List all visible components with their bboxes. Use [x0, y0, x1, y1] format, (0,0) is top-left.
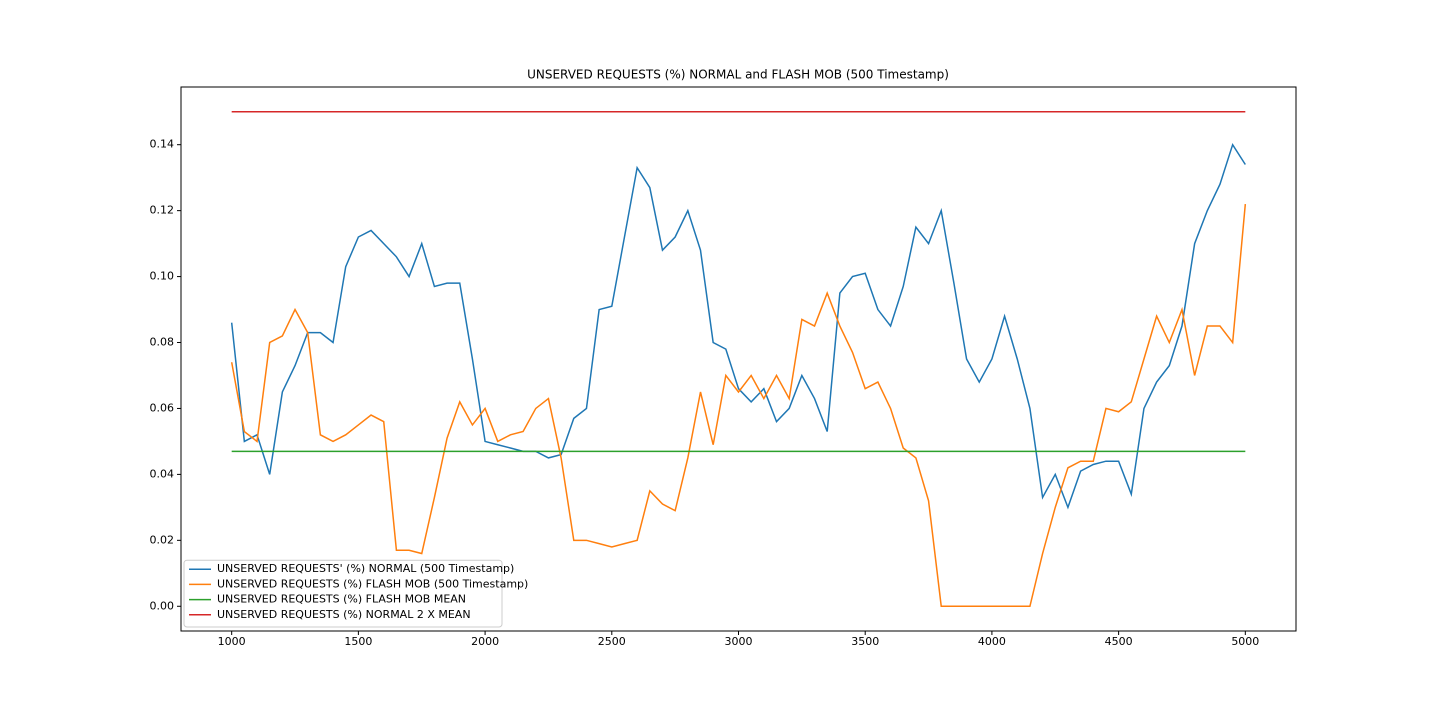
y-tick-label: 0.12 — [150, 204, 175, 217]
x-tick-label: 2000 — [471, 635, 499, 648]
data-line — [230, 203, 1247, 608]
data-line — [230, 142, 1246, 510]
plot-frame — [180, 86, 1297, 632]
legend-label: UNSERVED REQUESTS (%) FLASH MOB MEAN — [217, 593, 466, 606]
legend-label: UNSERVED REQUESTS' (%) NORMAL (500 Times… — [217, 562, 514, 575]
chart-title: UNSERVED REQUESTS (%) NORMAL and FLASH M… — [527, 68, 949, 82]
y-tick-label: 0.10 — [150, 270, 175, 283]
y-tick-label: 0.04 — [150, 467, 175, 480]
x-tick-label: 5000 — [1231, 635, 1259, 648]
x-tick-label: 4000 — [978, 635, 1006, 648]
x-tick-label: 1500 — [344, 635, 372, 648]
legend-box — [183, 559, 503, 628]
y-tick-label: 0.02 — [150, 533, 175, 546]
y-tick-label: 0.08 — [150, 336, 175, 349]
x-tick-label: 2500 — [598, 635, 626, 648]
x-tick-label: 4500 — [1105, 635, 1133, 648]
x-tick-label: 3500 — [851, 635, 879, 648]
y-tick-label: 0.00 — [150, 599, 175, 612]
x-tick-label: 3000 — [725, 635, 753, 648]
x-tick-label: 1000 — [218, 635, 246, 648]
legend-label: UNSERVED REQUESTS (%) NORMAL 2 X MEAN — [217, 608, 471, 621]
y-tick-label: 0.06 — [150, 401, 175, 414]
y-tick-label: 0.14 — [150, 138, 175, 151]
legend-label: UNSERVED REQUESTS (%) FLASH MOB (500 Tim… — [217, 577, 528, 590]
